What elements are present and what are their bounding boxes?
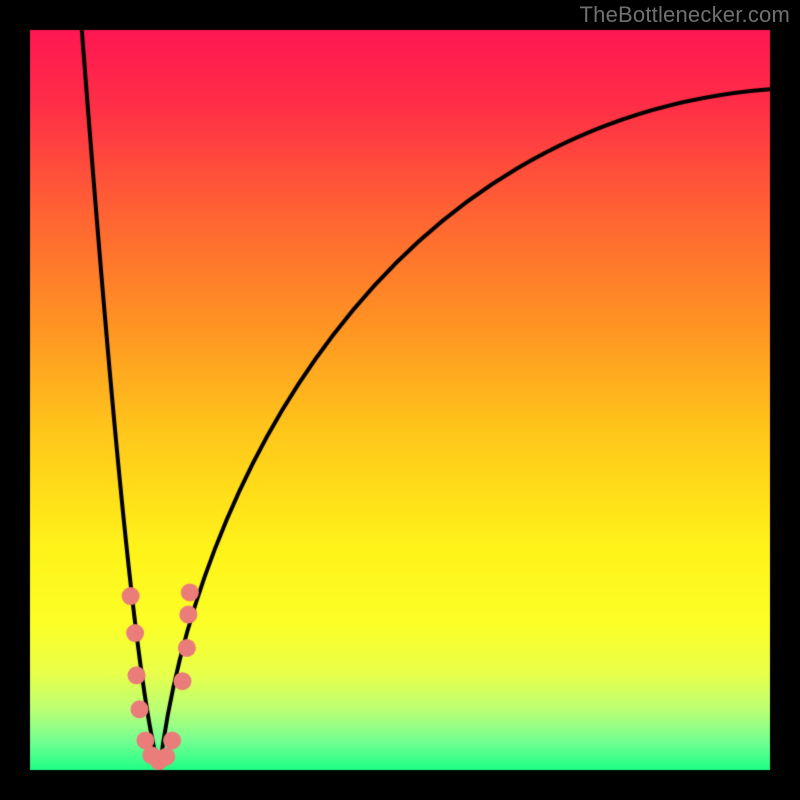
chart-root: TheBottlenecker.com	[0, 0, 800, 800]
watermark-text: TheBottlenecker.com	[580, 2, 790, 28]
data-markers	[0, 0, 800, 800]
